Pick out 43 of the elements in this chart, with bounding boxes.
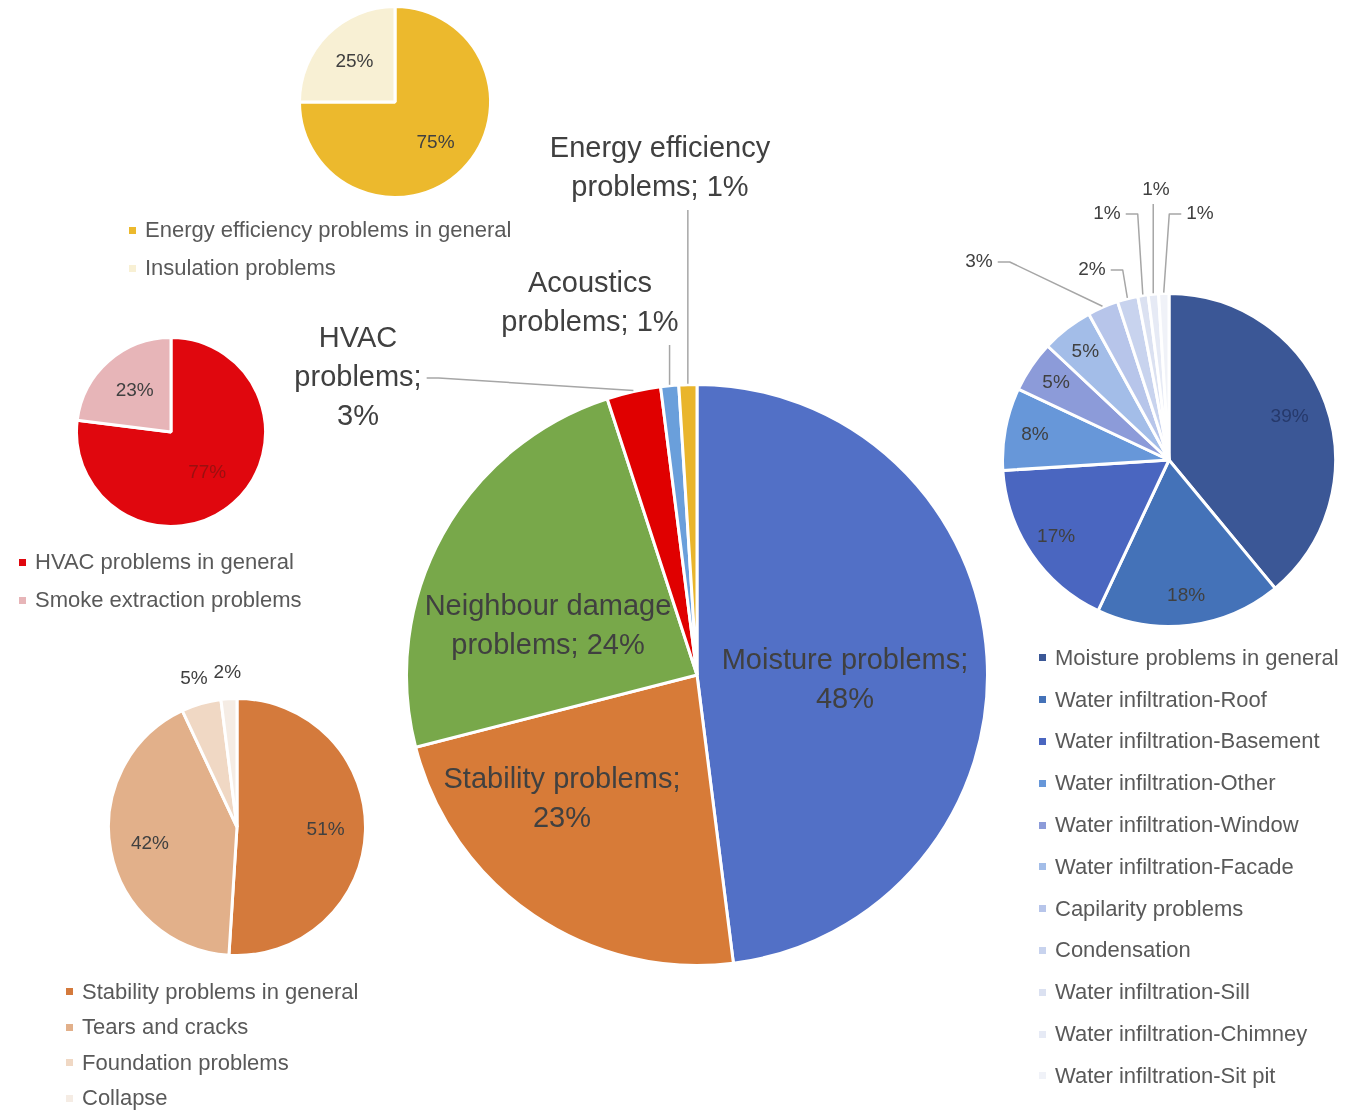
legend-label: Condensation	[1055, 937, 1191, 964]
legend-label: Water infiltration-Sit pit	[1055, 1062, 1276, 1089]
legend-label: Water infiltration-Basement	[1055, 728, 1320, 755]
data-label: 17%	[1037, 524, 1076, 546]
legend-label: Collapse	[82, 1085, 168, 1111]
legend-label: Tears and cracks	[82, 1014, 249, 1041]
data-label: 18%	[1167, 583, 1206, 605]
legend-label: Stability problems in general	[82, 978, 359, 1005]
data-label: 51%	[306, 818, 345, 840]
data-label: 5%	[180, 667, 208, 689]
data-label: 5%	[1071, 340, 1100, 362]
data-label: 1%	[1142, 178, 1170, 200]
data-label: Moisture problems; 48%	[721, 642, 969, 714]
data-label: 2%	[213, 661, 242, 683]
legend-label: HVAC problems in general	[35, 549, 294, 575]
data-label: HVAC problems; 3%	[294, 321, 422, 431]
legend-label: Water infiltration-Roof	[1055, 686, 1267, 713]
data-label: Energy efficiency problems; 1%	[549, 130, 771, 202]
legend-label: Water infiltration-Facade	[1055, 853, 1294, 880]
data-label: 42%	[130, 831, 170, 853]
data-label: 77%	[188, 461, 227, 483]
data-label: 1%	[1186, 202, 1214, 224]
legend-label: Water infiltration-Other	[1055, 770, 1276, 797]
data-label: 3%	[965, 250, 993, 272]
data-label: 2%	[1078, 258, 1106, 280]
data-label: 23%	[115, 379, 154, 401]
legend-label: Foundation problems	[82, 1049, 289, 1076]
data-label: Neighbour damage problems; 24%	[424, 588, 672, 660]
legend-label: Energy efficiency problems in general	[145, 217, 512, 243]
data-label: 1%	[1093, 202, 1121, 224]
data-label: 5%	[1042, 371, 1070, 393]
data-label: 75%	[416, 130, 455, 152]
data-label: Acoustics problems; 1%	[501, 265, 679, 337]
data-label: Stability problems; 23%	[443, 761, 681, 833]
legend-label: Insulation problems	[145, 255, 336, 281]
legend-label: Smoke extraction problems	[35, 587, 302, 613]
data-label: 8%	[1021, 422, 1049, 444]
legend-label: Capilarity problems	[1055, 895, 1244, 922]
legend-label: Moisture problems in general	[1055, 644, 1339, 671]
legend-label: Water infiltration-Chimney	[1055, 1021, 1308, 1048]
data-label: 25%	[335, 49, 374, 71]
legend-label: Water infiltration-Sill	[1055, 979, 1250, 1006]
legend-label: Water infiltration-Window	[1055, 812, 1299, 839]
